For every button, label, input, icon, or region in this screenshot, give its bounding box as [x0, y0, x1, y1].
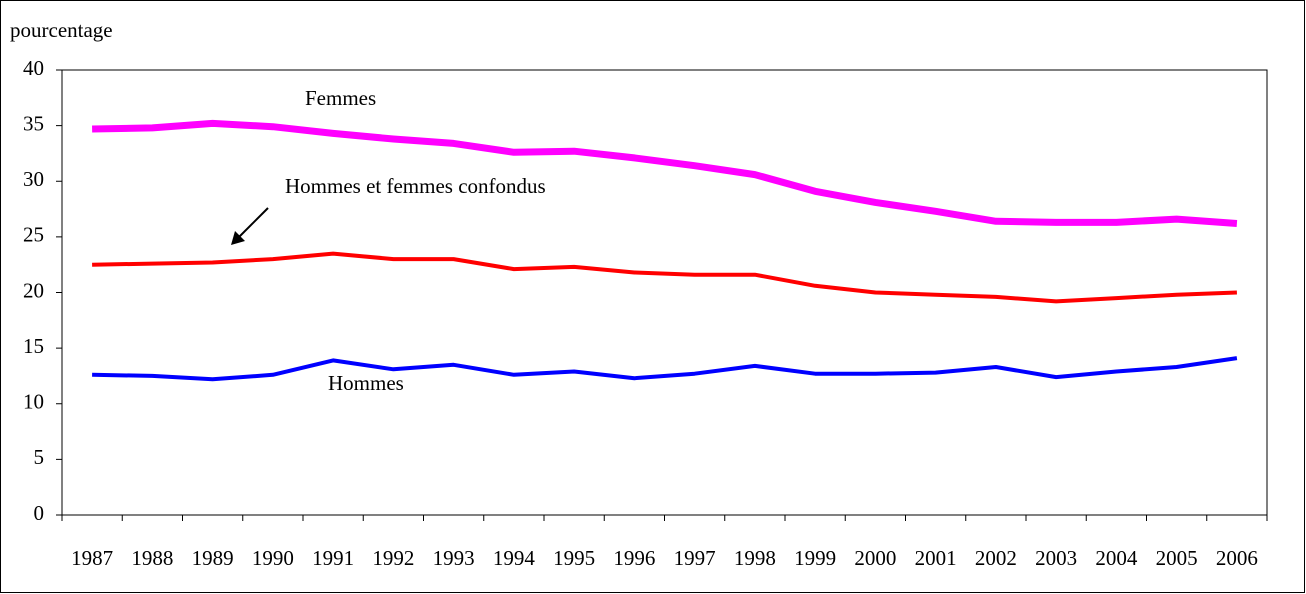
x-tick-label: 1990: [252, 546, 294, 570]
x-tick-label: 1988: [131, 546, 173, 570]
x-tick-label: 1994: [493, 546, 536, 570]
x-tick-label: 1989: [192, 546, 234, 570]
series-label: Femmes: [305, 86, 376, 110]
y-tick-label: 40: [23, 56, 44, 80]
x-tick-label: 1991: [312, 546, 354, 570]
x-tick-label: 2002: [975, 546, 1017, 570]
x-tick-label: 1996: [613, 546, 655, 570]
y-tick-label: 25: [23, 223, 44, 247]
x-tick-label: 1992: [372, 546, 414, 570]
y-tick-label: 0: [34, 501, 45, 525]
x-tick-label: 2004: [1095, 546, 1138, 570]
x-tick-label: 2003: [1035, 546, 1077, 570]
series-label: Hommes: [328, 371, 404, 395]
x-tick-label: 2000: [854, 546, 896, 570]
y-tick-label: 5: [34, 445, 45, 469]
y-tick-label: 30: [23, 167, 44, 191]
x-tick-label: 1993: [433, 546, 475, 570]
x-tick-label: 1997: [674, 546, 716, 570]
x-tick-label: 1999: [794, 546, 836, 570]
series-line: [92, 251, 1237, 304]
y-tick-label: 15: [23, 334, 44, 358]
x-tick-label: 1998: [734, 546, 776, 570]
x-tick-label: 2001: [915, 546, 957, 570]
y-axis-label: pourcentage: [10, 18, 113, 42]
x-tick-label: 1995: [553, 546, 595, 570]
series-line: [92, 119, 1238, 227]
y-tick-label: 35: [23, 111, 44, 135]
arrow-head: [231, 231, 245, 245]
x-tick-label: 1987: [71, 546, 113, 570]
series-line: [92, 356, 1238, 382]
x-tick-label: 2005: [1156, 546, 1198, 570]
arrow: [237, 207, 269, 239]
x-tick-label: 2006: [1216, 546, 1258, 570]
series-label: Hommes et femmes confondus: [285, 174, 546, 198]
y-tick-label: 20: [23, 278, 44, 302]
y-tick-label: 10: [23, 390, 44, 414]
